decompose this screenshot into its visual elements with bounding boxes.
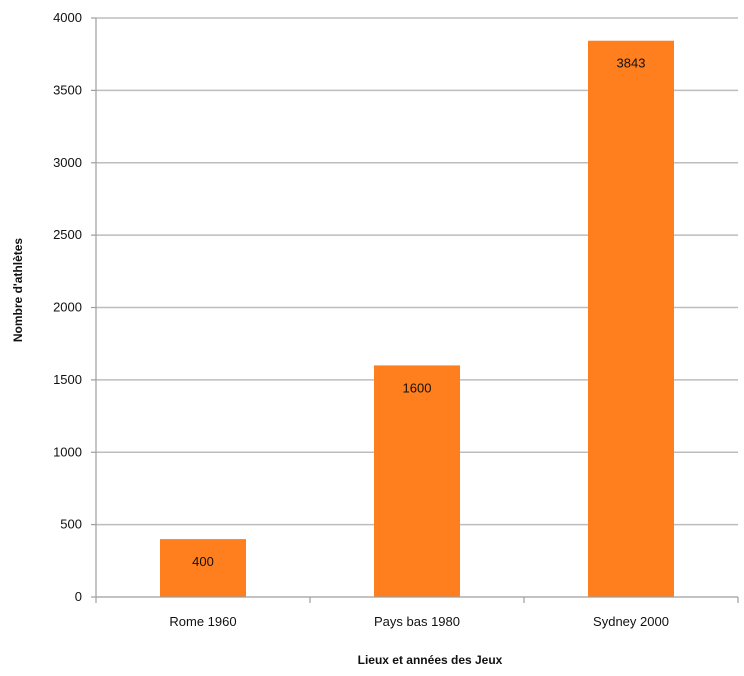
- x-tick-label: Pays bas 1980: [374, 614, 460, 629]
- y-tick-label: 1000: [53, 444, 82, 459]
- y-tick-label: 1500: [53, 372, 82, 387]
- x-axis-title: Lieux et années des Jeux: [358, 653, 503, 667]
- y-tick-label: 2000: [53, 300, 82, 315]
- y-tick-labels: 0 500 1000 1500 2000 2500 3000 3500 4000: [53, 10, 82, 604]
- y-tick-label: 3000: [53, 155, 82, 170]
- y-tick-label: 500: [60, 517, 82, 532]
- y-tick-label: 0: [75, 589, 82, 604]
- x-tick-label: Sydney 2000: [593, 614, 669, 629]
- data-label: 3843: [617, 56, 646, 71]
- bar: [588, 40, 674, 597]
- axes: [95, 18, 738, 598]
- data-labels: 400 1600 3843: [192, 56, 645, 569]
- bar: [160, 539, 246, 597]
- y-tick-label: 2500: [53, 227, 82, 242]
- data-label: 1600: [403, 380, 432, 395]
- bars: [160, 40, 674, 597]
- data-label: 400: [192, 554, 214, 569]
- y-tick-label: 3500: [53, 82, 82, 97]
- x-tick-label: Rome 1960: [169, 614, 236, 629]
- bar: [374, 365, 460, 597]
- y-tick-label: 4000: [53, 10, 82, 25]
- y-axis-title: Nombre d'athlètes: [11, 238, 25, 343]
- x-tick-labels: Rome 1960 Pays bas 1980 Sydney 2000: [169, 614, 669, 629]
